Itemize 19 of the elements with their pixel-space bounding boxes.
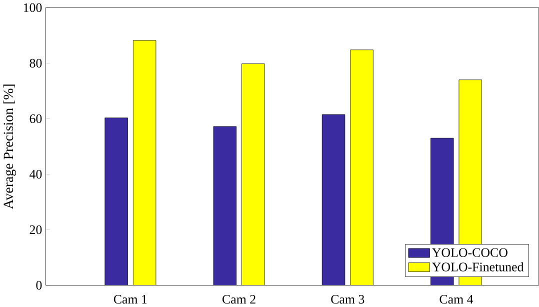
y-tick-label: 60 [30, 114, 42, 124]
bar [213, 126, 237, 286]
x-tick-label: Cam 2 [222, 294, 256, 304]
y-tick-label: 20 [30, 225, 42, 234]
y-axis-title: Average Precision [%] [3, 84, 16, 210]
bar [132, 40, 156, 286]
bar [242, 64, 265, 286]
y-tick-label: 0 [36, 280, 42, 290]
bar [350, 50, 374, 286]
y-tick-label: 40 [30, 170, 42, 179]
bar [104, 118, 128, 286]
bar [322, 114, 346, 286]
x-tick-label: Cam 4 [440, 294, 474, 304]
y-tick-label: 100 [24, 3, 42, 12]
legend-label: YOLO-Finetuned [432, 262, 524, 272]
y-tick-label: 80 [30, 58, 42, 68]
x-tick-label: Cam 3 [331, 294, 364, 304]
legend-label: YOLO-COCO [432, 248, 508, 257]
x-tick-label: Cam 1 [114, 294, 147, 304]
